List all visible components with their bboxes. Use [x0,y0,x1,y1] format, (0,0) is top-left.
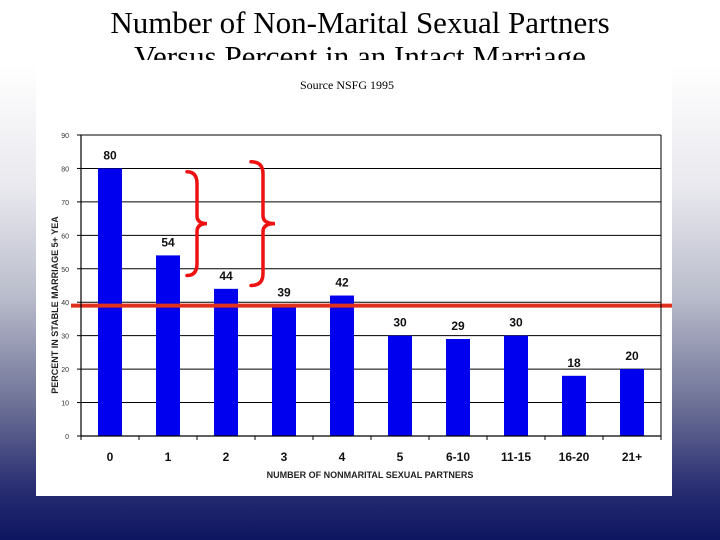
y-tick-label: 60 [61,233,69,240]
x-tick-label: 1 [165,450,172,464]
y-tick-label: 90 [61,133,69,140]
title-line-1: Number of Non-Marital Sexual Partners [110,5,610,40]
bar [214,288,238,436]
y-axis-label: PERCENT IN STABLE MARRIAGE 5+ YEA [50,216,60,394]
data-label: 42 [335,276,349,290]
slide-title: Number of Non-Marital Sexual Partners Ve… [0,6,720,74]
y-tick-label: 20 [61,367,69,374]
x-tick-label: 11-15 [501,450,531,464]
data-label: 30 [509,316,523,330]
y-tick-label: 0 [65,434,69,441]
bar [504,335,528,436]
x-tick-label: 3 [281,450,288,464]
source-note: Source NSFG 1995 [300,78,395,92]
axes: 0 10 20 30 40 50 60 70 80 90 0 1 2 3 4 5 6-10 11-15 16-20 2… [61,133,662,464]
brace-annotations [185,160,276,288]
data-labels: 80 54 44 39 42 30 29 30 18 20 [103,148,639,369]
data-label: 54 [161,235,175,249]
y-tick-label: 40 [61,300,69,307]
x-axis-label: NUMBER OF NONMARITAL SEXUAL PARTNERS [267,470,474,480]
bar [620,369,644,436]
x-tick-label: 0 [107,450,114,464]
bar [156,255,180,436]
bars [98,168,644,436]
data-label: 39 [277,286,291,300]
x-tick-label: 5 [397,450,404,464]
x-tick-label: 6-10 [446,450,470,464]
data-label: 18 [567,356,581,370]
bar [388,335,412,436]
bar [330,295,354,436]
brace-annotation [185,170,208,278]
x-tick-label: 2 [223,450,230,464]
bar [272,305,296,436]
x-tick-label: 21+ [622,450,642,464]
bar [446,339,470,436]
y-tick-label: 80 [61,166,69,173]
data-label: 80 [103,148,117,162]
data-label: 30 [393,316,407,330]
bar [562,375,586,436]
data-label: 20 [625,349,639,363]
y-tick-label: 50 [61,267,69,274]
data-label: 44 [219,269,233,283]
x-tick-label: 16-20 [559,450,590,464]
brace-annotation [249,160,276,288]
x-tick-label: 4 [339,450,346,464]
y-tick-label: 70 [61,200,69,207]
data-label: 29 [451,319,465,333]
bar [98,168,122,436]
y-tick-label: 10 [61,401,69,408]
y-tick-label: 30 [61,334,69,341]
